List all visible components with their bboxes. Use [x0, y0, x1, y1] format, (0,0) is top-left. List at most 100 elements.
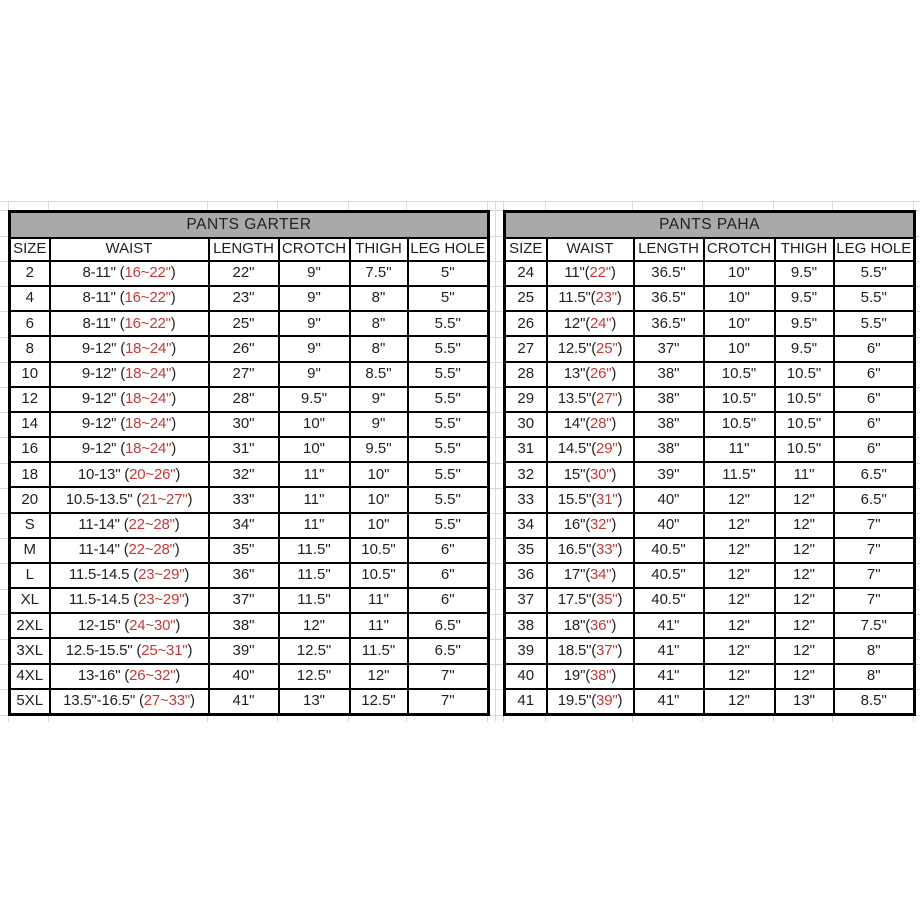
leg-hole-cell: 5.5"	[406, 335, 490, 363]
gridline	[913, 286, 920, 287]
table-row: 5XL 13.5"-16.5" (27~33") 41" 13" 12.5" 7"	[8, 687, 490, 716]
waist-cm-value: 18~24"	[125, 440, 172, 458]
waist-cell: 18"(36")	[545, 612, 635, 640]
gridline	[0, 387, 8, 388]
size-cell: 30	[503, 410, 548, 439]
crotch-cell: 10"	[277, 410, 351, 439]
size-cell: 33	[503, 486, 548, 514]
gridline	[8, 716, 9, 722]
crotch-cell: 9"	[277, 335, 351, 363]
gridline	[913, 201, 914, 210]
waist-cell: 11-14" (22~28")	[48, 536, 210, 564]
size-cell: 39	[503, 637, 548, 665]
size-cell: 6	[8, 310, 51, 338]
waist-cell: 9-12" (18~24")	[48, 410, 210, 439]
table-row: 2 8-11" (16~22") 22" 9" 7.5" 5"	[8, 259, 490, 288]
leg-hole-cell: 5.5"	[832, 285, 916, 313]
leg-hole-cell: 7"	[832, 536, 916, 564]
size-cell: 38	[503, 612, 548, 640]
waist-cm-value: 24"	[590, 314, 612, 332]
size-cell: 2XL	[8, 612, 51, 640]
crotch-cell: 11"	[277, 486, 351, 514]
gridline	[487, 210, 503, 211]
crotch-cell: 10"	[277, 436, 351, 464]
gridline	[913, 614, 920, 615]
length-cell: 38"	[632, 410, 705, 439]
column-header-size: SIZE	[8, 237, 51, 262]
leg-hole-cell: 7"	[406, 687, 490, 716]
size-cell: 4XL	[8, 662, 51, 690]
gridline	[0, 488, 8, 489]
gridline	[0, 286, 8, 287]
leg-hole-cell: 6"	[832, 410, 916, 439]
table-title-row: PANTS GARTER	[8, 210, 490, 239]
waist-cell: 9-12" (18~24")	[48, 385, 210, 413]
size-cell: 35	[503, 536, 548, 564]
gridline	[913, 210, 920, 211]
table-body: 24 11"(22") 36.5" 10" 9.5" 5.5" 25 11.5"(23") 36…	[503, 259, 916, 716]
size-cell: 4	[8, 285, 51, 313]
column-header-length: LENGTH	[207, 237, 280, 262]
leg-hole-cell: 6.5"	[832, 461, 916, 489]
gridline	[0, 261, 8, 262]
gridline	[0, 210, 8, 211]
gridline	[487, 236, 503, 237]
length-cell: 23"	[207, 285, 280, 313]
gridline	[545, 716, 546, 722]
length-cell: 37"	[632, 335, 705, 363]
crotch-cell: 12"	[702, 536, 776, 564]
table-row: 26 12"(24") 36.5" 10" 9.5" 5.5"	[503, 310, 916, 338]
gridline	[487, 614, 503, 615]
gridline	[487, 337, 503, 338]
waist-cm-value: 24~30"	[129, 616, 176, 634]
size-cell: 32	[503, 461, 548, 489]
column-header-thigh: THIGH	[348, 237, 409, 262]
waist-cm-value: 22~28"	[128, 515, 175, 533]
crotch-cell: 10.5"	[702, 385, 776, 413]
waist-cell: 10.5-13.5" (21~27")	[48, 486, 210, 514]
gridline	[487, 664, 503, 665]
table-row: L 11.5-14.5 (23~29") 36" 11.5" 10.5" 6"	[8, 561, 490, 590]
crotch-cell: 11"	[277, 461, 351, 489]
table-row: 25 11.5"(23") 36.5" 10" 9.5" 5.5"	[503, 285, 916, 313]
thigh-cell: 10.5"	[348, 561, 409, 590]
thigh-cell: 12"	[773, 637, 835, 665]
table-row: 8 9-12" (18~24") 26" 9" 8" 5.5"	[8, 335, 490, 363]
thigh-cell: 10.5"	[773, 410, 835, 439]
thigh-cell: 11"	[348, 612, 409, 640]
leg-hole-cell: 5.5"	[832, 310, 916, 338]
gridline	[277, 201, 278, 210]
leg-hole-cell: 5.5"	[832, 259, 916, 288]
length-cell: 36.5"	[632, 259, 705, 288]
gridline	[913, 589, 920, 590]
length-cell: 36.5"	[632, 310, 705, 338]
crotch-cell: 10.5"	[702, 410, 776, 439]
thigh-cell: 10"	[348, 461, 409, 489]
waist-cm-value: 27~33"	[143, 692, 191, 710]
waist-cm-value: 16~22"	[124, 289, 171, 307]
crotch-cell: 9"	[277, 259, 351, 288]
gridline	[913, 715, 920, 716]
waist-cm-value: 18~24"	[125, 415, 172, 433]
gridline	[832, 716, 833, 722]
gridline	[0, 236, 8, 237]
waist-cm-value: 18~24"	[125, 364, 172, 382]
table-row: 14 9-12" (18~24") 30" 10" 9" 5.5"	[8, 410, 490, 439]
size-cell: 40	[503, 662, 548, 690]
waist-cell: 16"(32")	[545, 511, 635, 539]
length-cell: 38"	[632, 360, 705, 388]
table-row: 34 16"(32") 40" 12" 12" 7"	[503, 511, 916, 539]
column-header-leg-hole: LEG HOLE	[406, 237, 490, 262]
waist-cm-value: 22"	[589, 264, 611, 282]
column-header-thigh: THIGH	[773, 237, 835, 262]
gridline	[0, 538, 8, 539]
leg-hole-cell: 6.5"	[406, 637, 490, 665]
waist-cm-value: 37"	[596, 641, 618, 659]
table-row: 39 18.5"(37") 41" 12" 12" 8"	[503, 637, 916, 665]
table-row: 33 15.5"(31") 40" 12" 12" 6.5"	[503, 486, 916, 514]
table-row: 27 12.5"(25") 37" 10" 9.5" 6"	[503, 335, 916, 363]
thigh-cell: 7.5"	[348, 259, 409, 288]
waist-cell: 8-11" (16~22")	[48, 259, 210, 288]
gridline	[913, 337, 920, 338]
waist-cell: 9-12" (18~24")	[48, 360, 210, 388]
